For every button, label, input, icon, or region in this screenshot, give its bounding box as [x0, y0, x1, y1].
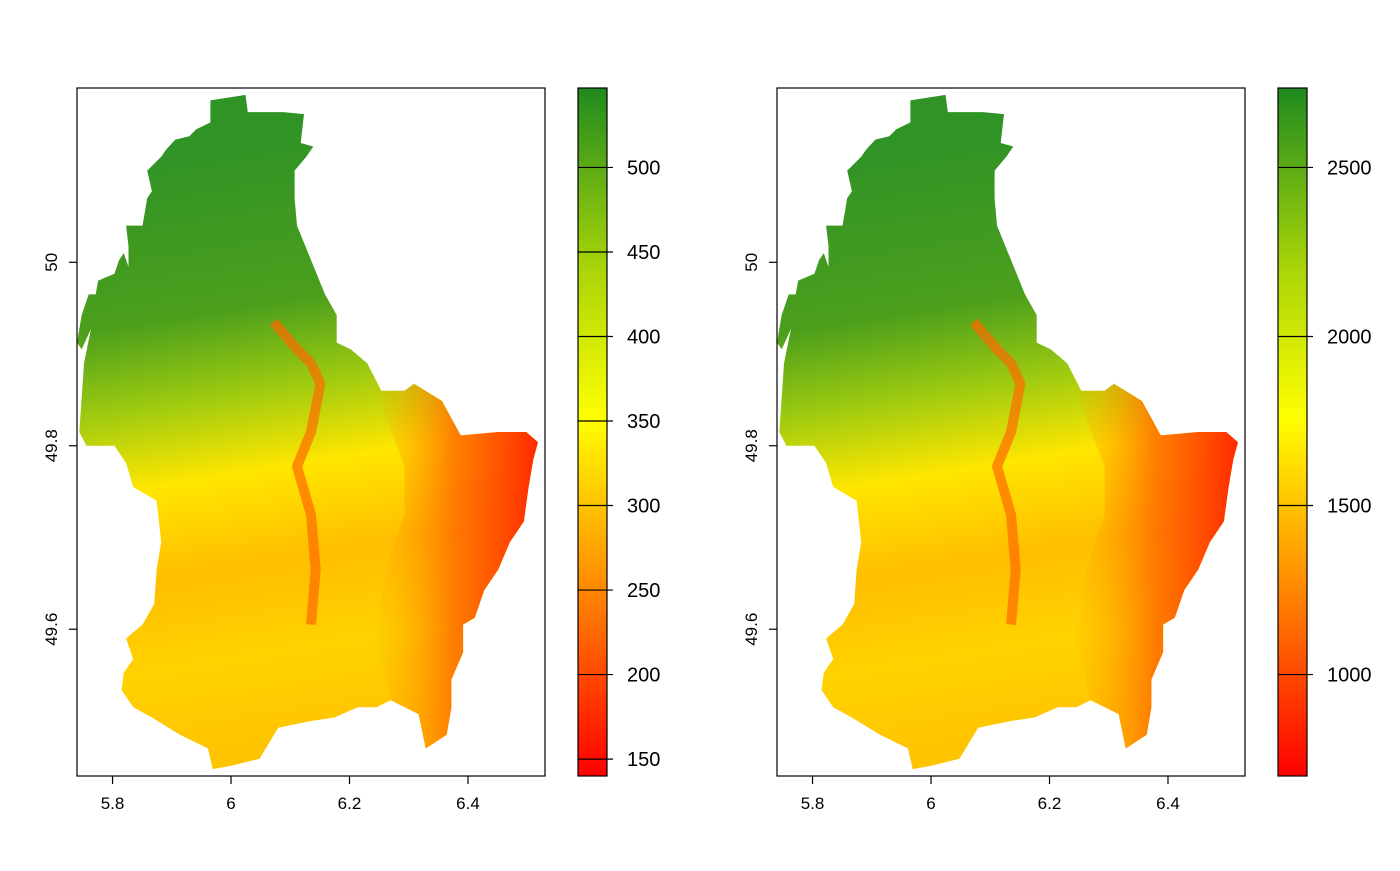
plot-frame: [776, 87, 1246, 777]
y-tick-label: 49.8: [742, 429, 761, 462]
left-map-raster: [77, 94, 538, 770]
legend-tick-label: 1000: [1327, 665, 1372, 687]
y-tick-label: 50: [742, 253, 761, 272]
river-valley: [969, 318, 1026, 626]
legend-color-bar: [1277, 87, 1308, 777]
legend-tick-label: 250: [627, 580, 660, 602]
x-tick-label: 5.8: [101, 794, 125, 813]
legend-color-bar: [577, 87, 608, 777]
x-tick-label: 6: [226, 794, 235, 813]
legend-tick-label: 2000: [1327, 326, 1372, 348]
legend-tick-label: 2500: [1327, 157, 1372, 179]
x-tick-label: 6.2: [338, 794, 362, 813]
y-tick-label: 49.6: [742, 613, 761, 646]
x-tick-label: 6.4: [456, 794, 480, 813]
left-map-panel: 5.8 6 6.2 6.4 49.6 49.8 50 150 200 250 300 350 400 45…: [42, 87, 660, 813]
legend-tick-label: 200: [627, 665, 660, 687]
legend-tick-label: 450: [627, 242, 660, 264]
x-tick-label: 6.2: [1038, 794, 1062, 813]
legend-tick-label: 150: [627, 749, 660, 771]
x-tick-label: 6: [926, 794, 935, 813]
x-tick-label: 5.8: [801, 794, 825, 813]
x-tick-label: 6.4: [1156, 794, 1180, 813]
legend-tick-label: 1500: [1327, 496, 1372, 518]
right-map-raster: [777, 94, 1238, 770]
right-map-panel: 5.8 6 6.2 6.4 49.6 49.8 50 1000 1500 2000 2500: [742, 87, 1372, 813]
y-tick-label: 50: [42, 253, 61, 272]
plot-frame: [76, 87, 546, 777]
y-tick-label: 49.6: [42, 613, 61, 646]
lowland-area: [367, 363, 538, 749]
legend-tick-label: 300: [627, 496, 660, 518]
lowland-area: [1067, 363, 1238, 749]
legend-tick-label: 350: [627, 411, 660, 433]
y-tick-label: 49.8: [42, 429, 61, 462]
legend-tick-label: 500: [627, 157, 660, 179]
river-valley: [269, 318, 326, 626]
legend-tick-label: 400: [627, 326, 660, 348]
